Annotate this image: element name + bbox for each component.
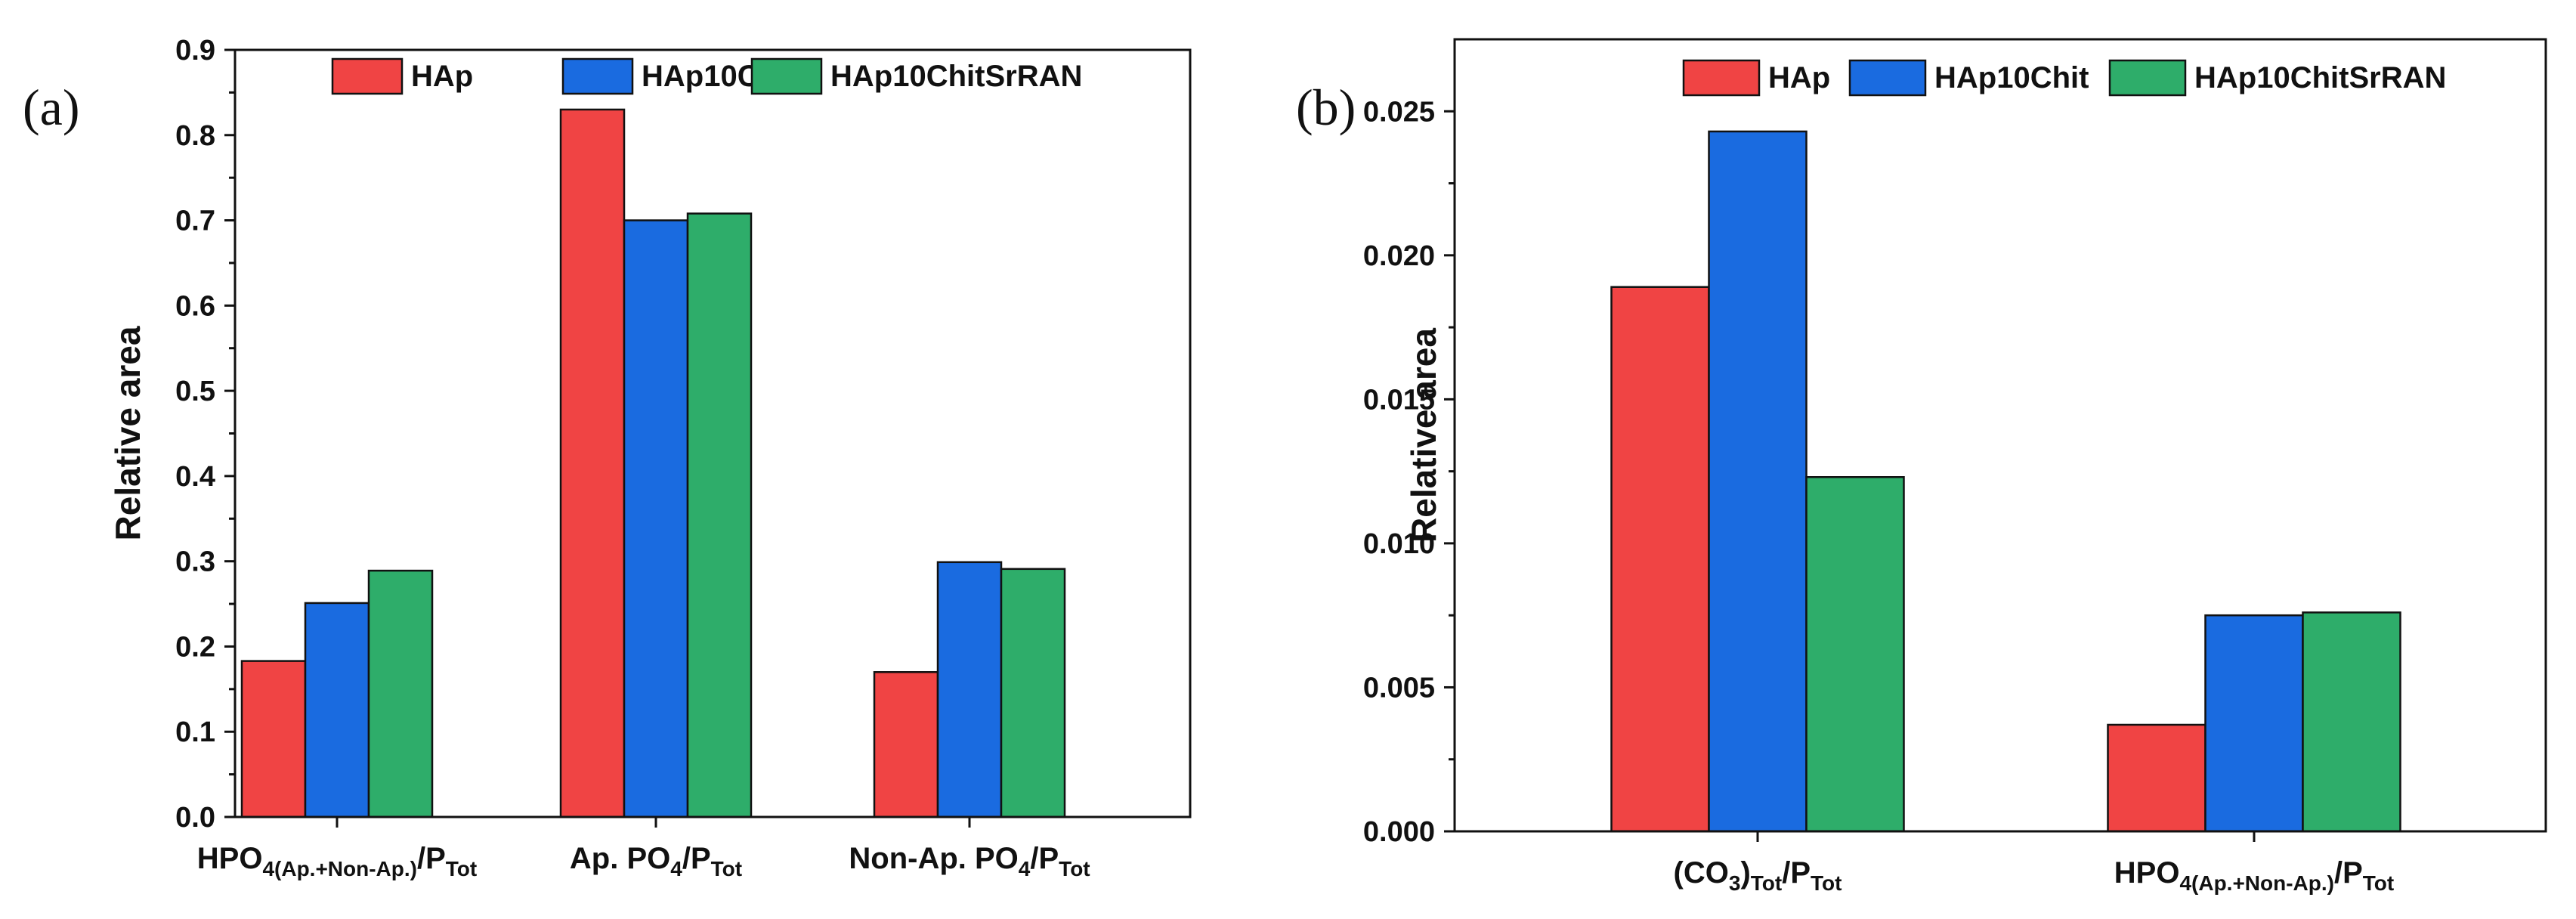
y-tick-label: 0.4: [175, 461, 215, 493]
legend-label: HAp10ChitSrRAN: [2194, 61, 2446, 94]
y-tick-label: 0.015: [1363, 384, 1435, 416]
legend-swatch: [750, 57, 823, 95]
panel-label: (b): [1296, 79, 1356, 136]
x-category-label: (CO3)Tot/PTot: [1674, 856, 1842, 895]
y-tick-label: 0.7: [175, 206, 215, 237]
x-category-label: HPO4(Ap.+Non-Ap.)/PTot: [2114, 856, 2394, 895]
y-tick-label: 0.8: [175, 120, 215, 152]
y-tick-label: 0.9: [175, 35, 215, 67]
x-category-label: Non-Ap. PO4/PTot: [849, 842, 1090, 880]
x-category-label: HPO4(Ap.+Non-Ap.)/PTot: [197, 842, 477, 880]
legend-label: HAp10ChitSrRAN: [830, 60, 1082, 93]
y-tick-label: 0.000: [1363, 816, 1435, 848]
y-tick-label: 0.1: [175, 716, 215, 748]
bar-hap10chit: [304, 602, 370, 818]
bar-hap: [873, 671, 939, 818]
plot-frame: [233, 48, 1192, 818]
y-tick-label: 0.5: [175, 376, 215, 407]
y-axis-title: Relative area: [108, 326, 147, 540]
y-tick-label: 0.010: [1363, 528, 1435, 560]
panel-b: (b) Relative area 0.000 0.005 0.010 0.015 0.02…: [1296, 38, 2547, 895]
x-category-label: Ap. PO4/PTot: [570, 842, 742, 880]
legend-swatch: [1848, 59, 1927, 97]
bar-hap10chitsrran: [686, 212, 753, 818]
bar-hap: [1610, 286, 1710, 833]
legend-label: HAp: [1768, 61, 1830, 94]
y-tick-label: 0.005: [1363, 672, 1435, 704]
y-tick-label: 0.020: [1363, 240, 1435, 272]
bar-hap10chit: [1708, 130, 1808, 833]
bar-hap10chitsrran: [367, 569, 434, 818]
bar-hap10chit: [2204, 614, 2304, 833]
y-axis-title: Relative area: [1404, 328, 1443, 543]
panel-a: (a) Relative area 0.0 0.1 0.2 0.3 0.4 0.5 0.6 0.7…: [23, 35, 1192, 880]
legend-label: HAp10Chit: [1934, 61, 2089, 94]
bar-hap10chit: [936, 561, 1003, 818]
bar-hap: [559, 108, 626, 818]
plot-frame: [1453, 38, 2547, 833]
y-tick-label: 0.2: [175, 631, 215, 663]
legend-label: HAp: [411, 60, 473, 93]
bar-hap10chit: [623, 219, 689, 818]
bar-hap10chitsrran: [2302, 611, 2401, 833]
legend-swatch: [1682, 59, 1761, 97]
bar-hap10chitsrran: [1000, 568, 1066, 818]
legend-swatch: [2108, 59, 2187, 97]
y-tick-label: 0.0: [175, 802, 215, 834]
panel-label: (a): [23, 79, 79, 136]
legend-swatch: [561, 57, 634, 95]
y-tick-label: 0.3: [175, 546, 215, 578]
bar-hap: [240, 660, 307, 818]
y-tick-label: 0.6: [175, 290, 215, 322]
legend-swatch: [331, 57, 404, 95]
bar-hap: [2107, 723, 2206, 833]
y-tick-label: 0.025: [1363, 96, 1435, 128]
bar-hap10chitsrran: [1805, 476, 1905, 833]
